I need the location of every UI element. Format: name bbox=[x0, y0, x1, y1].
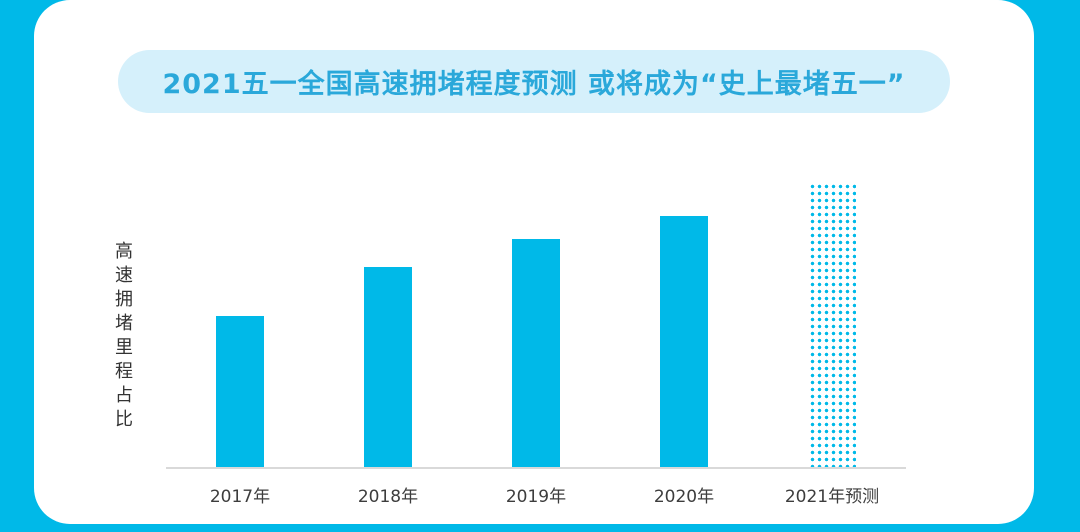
bar-column bbox=[462, 239, 610, 467]
bar-column bbox=[166, 316, 314, 467]
x-axis-tick-label: 2017年 bbox=[209, 487, 271, 507]
title-banner-row: 2021五一全国高速拥堵程度预测 或将成为“史上最堵五一” bbox=[34, 50, 1034, 113]
y-axis-label: 高速拥堵里程占比 bbox=[112, 241, 133, 433]
bar-forecast bbox=[808, 182, 856, 467]
x-axis-tick-label: 2020年 bbox=[653, 487, 715, 507]
plot-area: 2017年 2018年 2019年 2020年 2021年预测 bbox=[166, 167, 906, 507]
x-axis-tick-label: 2019年 bbox=[505, 487, 567, 507]
x-axis-tick-label: 2018年 bbox=[357, 487, 419, 507]
bar bbox=[364, 267, 412, 467]
x-axis-tick-label: 2021年预测 bbox=[784, 487, 880, 507]
infographic-card: 2021五一全国高速拥堵程度预测 或将成为“史上最堵五一” 高速拥堵里程占比 2… bbox=[34, 0, 1034, 524]
bar-chart: 高速拥堵里程占比 2017年 2018年 2019年 2020年 2021年预测 bbox=[34, 167, 1034, 507]
bar-column bbox=[758, 182, 906, 467]
bars-container bbox=[166, 167, 906, 469]
x-axis-labels: 2017年 2018年 2019年 2020年 2021年预测 bbox=[166, 469, 906, 507]
bar bbox=[512, 239, 560, 467]
bar bbox=[216, 316, 264, 467]
bar-column bbox=[610, 216, 758, 467]
bar-column bbox=[314, 267, 462, 467]
chart-title: 2021五一全国高速拥堵程度预测 或将成为“史上最堵五一” bbox=[162, 69, 906, 100]
chart-title-banner: 2021五一全国高速拥堵程度预测 或将成为“史上最堵五一” bbox=[118, 50, 950, 113]
bar bbox=[660, 216, 708, 467]
